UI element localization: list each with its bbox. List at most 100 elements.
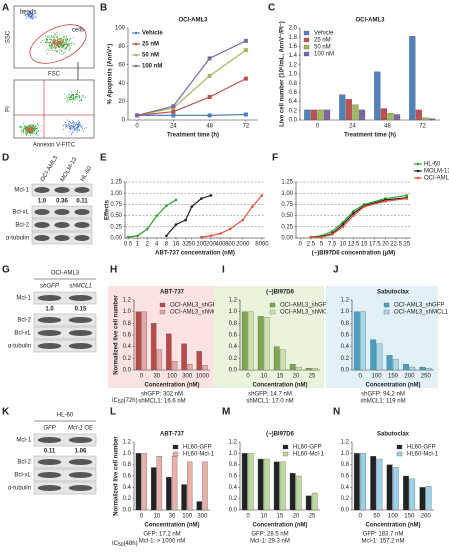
flow-event	[62, 39, 64, 40]
legend-label: Vehicle	[142, 31, 163, 37]
plot-background	[326, 286, 438, 388]
flow-event	[53, 42, 55, 44]
flow-event	[57, 45, 59, 47]
flow-event	[70, 126, 71, 128]
y-tick-label: 0.4	[289, 99, 298, 105]
flow-event	[63, 44, 65, 46]
flow-event	[63, 36, 65, 37]
series-line	[136, 40, 247, 116]
flow-event	[36, 132, 38, 134]
flow-event	[45, 50, 47, 52]
bar	[156, 456, 163, 511]
series-line	[310, 197, 407, 239]
bar	[409, 36, 416, 121]
blot-row-label: Mcl-1	[16, 438, 31, 444]
flow-event	[30, 133, 32, 135]
blot-quant: 0.11	[44, 449, 56, 455]
flow-event	[54, 37, 55, 39]
point	[171, 109, 176, 114]
flow-event	[79, 95, 81, 97]
panel-letter: C	[268, 3, 275, 14]
flow-event	[72, 124, 74, 126]
flow-event	[55, 40, 57, 42]
flow-event	[34, 129, 35, 131]
bar	[376, 343, 383, 371]
flow-event	[26, 134, 28, 136]
flow-event	[66, 49, 68, 51]
flow-event	[79, 130, 81, 132]
flow-event	[35, 127, 37, 129]
point	[243, 76, 248, 81]
blot-quant: 1.0	[38, 199, 47, 205]
bar	[425, 368, 432, 371]
flow-event	[73, 123, 75, 125]
flow-event	[77, 98, 79, 100]
y-tick-label: 0.00	[281, 236, 293, 242]
flow-event	[64, 42, 66, 44]
flow-event	[28, 131, 29, 133]
flow-event	[30, 16, 32, 17]
flow-event	[73, 99, 75, 101]
flow-event	[32, 13, 34, 15]
bar	[150, 467, 157, 511]
flow-event	[23, 10, 25, 12]
legend-swatch	[172, 451, 179, 457]
flow-event	[37, 127, 39, 129]
flow-event	[77, 96, 79, 98]
bar	[317, 109, 324, 121]
legend-swatch	[134, 42, 138, 46]
flow-label: beads	[20, 10, 36, 16]
legend-swatch	[159, 309, 166, 315]
flow-event	[51, 36, 53, 38]
y-tick-label: 0.0	[341, 508, 350, 514]
flow-event	[30, 132, 32, 134]
flow-event	[62, 43, 63, 45]
flow-event	[54, 39, 56, 40]
annotation: GFP: 28.5 nM	[251, 532, 288, 538]
y-tick-label: 1.2	[123, 440, 132, 446]
blot-band	[34, 222, 50, 228]
flow-event	[82, 95, 84, 97]
flow-event	[61, 46, 63, 48]
flow-event	[56, 41, 58, 43]
bar	[273, 346, 280, 371]
blot-row-label: Mcl-1	[14, 188, 29, 194]
flow-event	[78, 120, 80, 122]
legend-label: OCI-AML3_shMCL1	[394, 310, 449, 316]
legend-label: OCI-AML3	[424, 176, 449, 182]
flow-event	[62, 39, 64, 41]
blot-band	[54, 209, 70, 215]
point	[155, 214, 159, 217]
flow-event	[23, 132, 25, 134]
chart-title: ABT-737	[160, 432, 185, 438]
y-axis-label: % Apoptosis (AnnV⁺)	[107, 44, 114, 105]
flow-event	[83, 130, 85, 132]
x-tick-label: 24	[170, 124, 177, 130]
x-tick-label: 2.5	[307, 242, 316, 248]
flow-event	[64, 97, 66, 99]
point	[228, 227, 232, 231]
flow-event	[29, 126, 31, 128]
legend-swatch	[134, 53, 138, 57]
flow-event	[58, 41, 60, 43]
y-tick-label: 0.25	[110, 224, 122, 230]
flow-event	[61, 53, 63, 55]
y-axis-label: Normalized live cell number	[114, 436, 120, 516]
flow-event	[74, 124, 76, 126]
legend-label: OCI-AML3_shGFP	[394, 303, 444, 309]
x-tick-label: 48	[206, 124, 213, 130]
flow-event	[49, 38, 51, 40]
flow-event	[48, 43, 50, 45]
flow-event	[20, 129, 22, 131]
bar	[289, 473, 296, 511]
series-line	[310, 194, 407, 238]
flow-event	[76, 92, 77, 94]
point	[135, 113, 140, 118]
bar	[374, 71, 381, 121]
flow-event	[27, 14, 29, 16]
y-tick-label: 0.00	[110, 236, 122, 242]
blot-title: OCI-AML3	[51, 271, 80, 277]
flow-event	[80, 126, 82, 128]
point	[352, 209, 355, 213]
